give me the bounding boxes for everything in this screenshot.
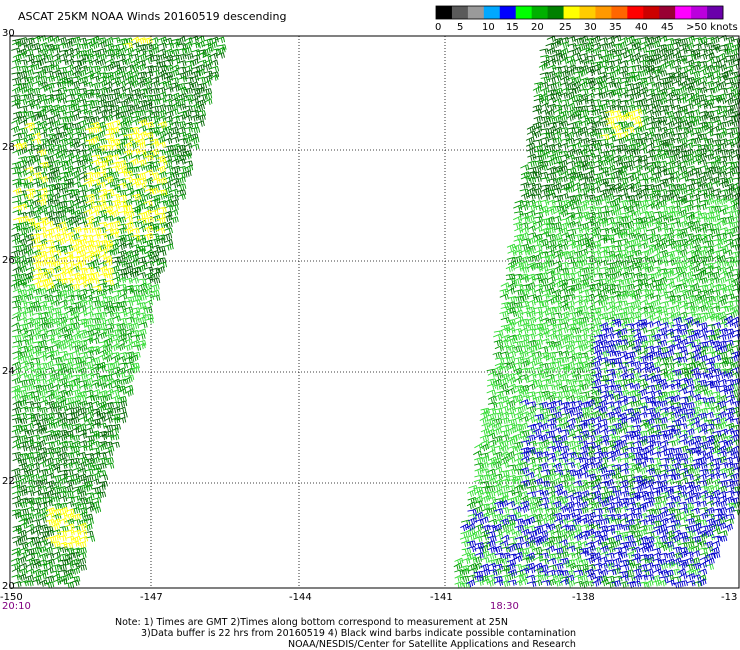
colorbar-swatch bbox=[627, 6, 644, 19]
lat-label-26: 26 bbox=[2, 255, 15, 266]
colorbar-swatch bbox=[531, 6, 549, 19]
colorbar-tick-0: 0 bbox=[435, 22, 441, 33]
colorbar-swatch bbox=[691, 6, 708, 19]
wind-barbs bbox=[460, 315, 740, 589]
colorbar-tick-15: 15 bbox=[506, 22, 519, 33]
lon-label-150: -150 bbox=[0, 592, 23, 603]
colorbar-tick-20: 20 bbox=[531, 22, 544, 33]
left-swath bbox=[10, 35, 227, 589]
lon-label-147: -147 bbox=[140, 592, 163, 603]
note-line-2: 3)Data buffer is 22 hrs from 20160519 4)… bbox=[141, 628, 576, 639]
colorbar-tick-35: 35 bbox=[609, 22, 622, 33]
right-swath bbox=[453, 34, 740, 589]
colorbar-tick-50-knots: >50 knots bbox=[686, 22, 738, 33]
note-line-3: NOAA/NESDIS/Center for Satellite Applica… bbox=[288, 639, 576, 650]
colorbar-swatch bbox=[595, 6, 612, 19]
wind-barbs bbox=[11, 36, 225, 588]
wind-barbs bbox=[454, 197, 740, 589]
latitude-labels: 30 28 26 24 22 20 bbox=[2, 28, 15, 592]
colorbar-swatch bbox=[483, 6, 501, 19]
colorbar-tick-45: 45 bbox=[661, 22, 674, 33]
wind-speed-colorbar: 0 5 10 15 20 25 30 35 40 45 >50 knots bbox=[435, 5, 738, 33]
colorbar-swatches bbox=[435, 5, 724, 20]
colorbar-swatch bbox=[579, 6, 596, 19]
wind-barbs bbox=[453, 35, 740, 588]
colorbar-tick-10: 10 bbox=[482, 22, 495, 33]
lon-label-144: -144 bbox=[289, 592, 312, 603]
lat-label-22: 22 bbox=[2, 476, 15, 487]
lat-lon-gridlines bbox=[10, 36, 739, 588]
colorbar-tick-40: 40 bbox=[635, 22, 648, 33]
colorbar-swatch bbox=[675, 6, 692, 19]
lon-label-13: -13 bbox=[721, 592, 737, 603]
lon-label-141: -141 bbox=[430, 592, 453, 603]
wind-barbs bbox=[11, 276, 160, 404]
colorbar-swatch bbox=[515, 6, 533, 19]
colorbar-swatch bbox=[547, 6, 564, 19]
colorbar-swatch bbox=[467, 6, 485, 19]
colorbar-frame bbox=[435, 5, 724, 20]
colorbar-swatch bbox=[611, 6, 628, 19]
colorbar-swatch bbox=[563, 6, 580, 19]
colorbar-tick-5: 5 bbox=[457, 22, 463, 33]
lat-label-30: 30 bbox=[2, 28, 15, 39]
lat-label-24: 24 bbox=[2, 366, 15, 377]
wind-barb-swaths bbox=[10, 34, 740, 589]
map-title: ASCAT 25KM NOAA Winds 20160519 descendin… bbox=[18, 10, 286, 23]
colorbar-swatch bbox=[499, 6, 517, 19]
wind-barbs bbox=[599, 108, 643, 141]
lon-label-138: -138 bbox=[572, 592, 595, 603]
colorbar-swatch bbox=[643, 6, 660, 19]
colorbar-tick-30: 30 bbox=[584, 22, 597, 33]
colorbar-tick-25: 25 bbox=[559, 22, 572, 33]
wind-barbs bbox=[12, 36, 168, 549]
pass-time-right: 18:30 bbox=[490, 601, 519, 612]
note-line-1: Note: 1) Times are GMT 2)Times along bot… bbox=[115, 617, 508, 628]
colorbar-swatch bbox=[436, 6, 453, 19]
wind-barbs bbox=[10, 35, 227, 589]
colorbar-swatch bbox=[659, 6, 676, 19]
colorbar-tick-labels: 0 5 10 15 20 25 30 35 40 45 >50 knots bbox=[435, 22, 738, 33]
colorbar-swatch bbox=[707, 6, 724, 19]
longitude-labels: -150 -147 -144 -141 -138 -13 bbox=[0, 592, 737, 603]
pass-time-left: 20:10 bbox=[2, 601, 31, 612]
colorbar-swatch bbox=[451, 6, 469, 19]
lat-label-28: 28 bbox=[2, 142, 15, 153]
lat-label-20: 20 bbox=[2, 581, 15, 592]
map-frame bbox=[9, 35, 740, 589]
